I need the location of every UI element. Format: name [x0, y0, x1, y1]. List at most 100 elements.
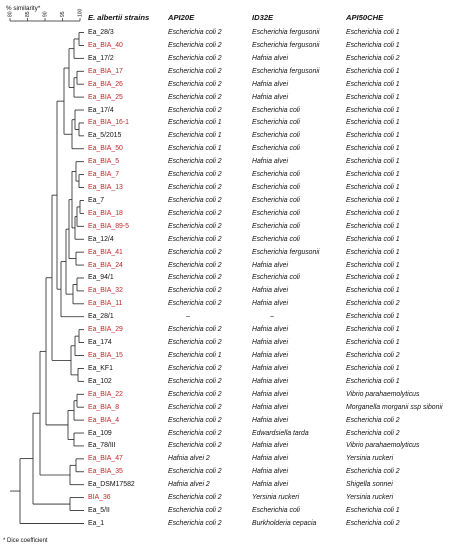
strain-name: Ea_5/2015 [88, 132, 122, 140]
strain-name: Ea_BIA_8 [88, 403, 120, 411]
api50-result: Escherichia coli 1 [346, 67, 400, 75]
header-api50che: API50CHE [346, 13, 384, 22]
api50-result: Escherichia coli 1 [346, 287, 400, 295]
id32e-result: Escherichia fergusonii [252, 41, 320, 49]
table-row: Ea_BIA_24 Escherichia coli 2 Hafnia alvei E… [0, 259, 465, 272]
table-row: Ea_BIA_25 Escherichia coli 2 Hafnia alvei E… [0, 91, 465, 104]
api50-result: Escherichia coli 1 [346, 106, 400, 114]
table-row: Ea_KF1 Escherichia coli 2 Hafnia alvei Esch… [0, 362, 465, 375]
api20e-result: Escherichia coli 2 [168, 29, 222, 36]
strain-name: Ea_BIA_35 [88, 468, 123, 476]
api20e-result: Escherichia coli 2 [168, 364, 222, 372]
api20e-result: Escherichia coli 2 [168, 80, 222, 88]
api20e-result: Escherichia coli 2 [168, 403, 222, 411]
scale-label: % similarity* [6, 5, 41, 12]
api50-result: Escherichia coli 1 [346, 222, 400, 230]
api20e-result: Escherichia coli 2 [168, 507, 222, 515]
table-row: Ea_BIA_8 Escherichia coli 2 Hafnia alvei Mo… [0, 401, 465, 414]
strain-name: Ea_28/1 [88, 313, 114, 321]
scale-axis: 80 85 90 95 100 [8, 8, 84, 22]
table-row: BIA_36 Escherichia coli 2 Yersinia ruckeri… [0, 491, 465, 504]
strain-name: Ea_17/2 [88, 54, 114, 62]
id32e-result: Hafnia alvei [252, 300, 289, 308]
api50-result: Shigella sonnei [346, 481, 393, 489]
api50-result: Escherichia coli 2 [346, 429, 400, 437]
strain-name: Ea_BIA_29 [88, 326, 123, 334]
api20e-result: Escherichia coli 2 [168, 67, 222, 75]
api50-result: Escherichia coli 2 [346, 468, 400, 476]
api20e-result: Escherichia coli 2 [168, 519, 222, 527]
strain-name: Ea_BIA_17 [88, 67, 123, 75]
table-row: Ea_28/1 – – Escherichia coli 1 [0, 310, 465, 323]
table-row: Ea_94/1 Escherichia coli 2 Escherichia col… [0, 271, 465, 284]
api20e-result: Escherichia coli 2 [168, 106, 222, 114]
api20e-result: Hafnia alvei 2 [168, 455, 210, 463]
api20e-result: Escherichia coli 2 [168, 41, 222, 49]
strain-name: Ea_KF1 [88, 364, 113, 372]
api50-result: Escherichia coli 1 [346, 145, 400, 153]
api20e-result: Escherichia coli 1 [168, 132, 222, 140]
strain-name: Ea_7 [88, 196, 105, 204]
id32e-result: Hafnia alvei [252, 326, 289, 334]
api20e-result: Escherichia coli 2 [168, 209, 222, 217]
api20e-result: Escherichia coli 2 [168, 339, 222, 347]
table-row: Ea_BIA_5 Escherichia coli 2 Hafnia alvei Es… [0, 155, 465, 168]
table-row: Ea_28/3 Escherichia coli 2 Escherichia fer… [0, 26, 465, 39]
id32e-result: Escherichia coli [252, 145, 300, 153]
table-row: Ea_BIA_41 Escherichia coli 2 Escherichia f… [0, 246, 465, 259]
api50-result: Escherichia coli 1 [346, 171, 400, 179]
strain-name: Ea_BIA_24 [88, 261, 123, 269]
header-strains: E. albertii strains [88, 13, 150, 22]
table-row: Ea_BIA_29 Escherichia coli 2 Hafnia alvei E… [0, 323, 465, 336]
id32e-result: Hafnia alvei [252, 352, 289, 359]
api20e-result: Escherichia coli 2 [168, 390, 222, 398]
scale-tick-label: 80 [8, 11, 14, 17]
strain-name: Ea_28/3 [88, 29, 114, 36]
id32e-result: Hafnia alvei [252, 287, 289, 295]
table-row: Ea_BIA_32 Escherichia coli 2 Hafnia alvei E… [0, 284, 465, 297]
api20e-result: Escherichia coli 2 [168, 158, 222, 166]
id32e-result: Burkholderia cepacia [252, 519, 317, 527]
api50-result: Escherichia coli 1 [346, 235, 400, 243]
table-row: Ea_1 Escherichia coli 2 Burkholderia cepac… [0, 517, 465, 530]
api50-result: Yersinia ruckeri [346, 455, 394, 463]
api20e-result: Escherichia coli 2 [168, 468, 222, 476]
api20e-result: – [186, 313, 190, 321]
id32e-result: Escherichia fergusonii [252, 29, 320, 36]
api50-result: Escherichia coli 1 [346, 326, 400, 334]
api50-result: Escherichia coli 2 [346, 300, 400, 308]
strain-name: Ea_BIA_11 [88, 300, 123, 308]
table-row: Ea_BIA_50 Escherichia coli 1 Escherichia c… [0, 142, 465, 155]
api20e-result: Escherichia coli 2 [168, 222, 222, 230]
header-api20e: API20E [168, 13, 195, 22]
api20e-result: Escherichia coli 2 [168, 184, 222, 192]
strain-name: Ea_BIA_50 [88, 145, 123, 153]
api50-result: Escherichia coli 1 [346, 80, 400, 88]
table-row: Ea_5/II Escherichia coli 2 Escherichia col… [0, 504, 465, 517]
table-row: Ea_102 Escherichia coli 2 Hafnia alvei Esch… [0, 375, 465, 388]
strain-name: Ea_BIA_5 [88, 158, 120, 166]
api50-result: Escherichia coli 2 [346, 352, 400, 359]
api50-result: Escherichia coli 1 [346, 119, 400, 127]
api20e-result: Escherichia coli 2 [168, 377, 222, 385]
strain-name: Ea_94/1 [88, 274, 114, 282]
id32e-result: Hafnia alvei [252, 468, 289, 476]
api50-result: Escherichia coli 2 [346, 416, 400, 424]
api50-result: Escherichia coli 1 [346, 248, 400, 256]
id32e-result: Escherichia coli [252, 171, 300, 179]
api20e-result: Escherichia coli 2 [168, 300, 222, 308]
id32e-result: Escherichia coli [252, 274, 300, 282]
api20e-result: Escherichia coli 2 [168, 494, 222, 502]
table-row: Ea_BIA_15 Escherichia coli 1 Hafnia alvei E… [0, 349, 465, 362]
api20e-result: Escherichia coli 2 [168, 248, 222, 256]
strain-name: Ea_109 [88, 429, 112, 437]
api50-result: Escherichia coli 1 [346, 339, 400, 347]
table-row: Ea_174 Escherichia coli 2 Hafnia alvei Esch… [0, 336, 465, 349]
api20e-result: Escherichia coli 1 [168, 119, 222, 127]
strain-name: Ea_1 [88, 519, 105, 527]
id32e-result: Hafnia alvei [252, 377, 289, 385]
api50-result: Vibrio parahaemolyticus [346, 442, 420, 450]
table-row: Ea_BIA_11 Escherichia coli 2 Hafnia alvei E… [0, 297, 465, 310]
strain-name: Ea_BIA_16-1 [88, 119, 129, 127]
strain-name: Ea_BIA_89-5 [88, 222, 129, 230]
